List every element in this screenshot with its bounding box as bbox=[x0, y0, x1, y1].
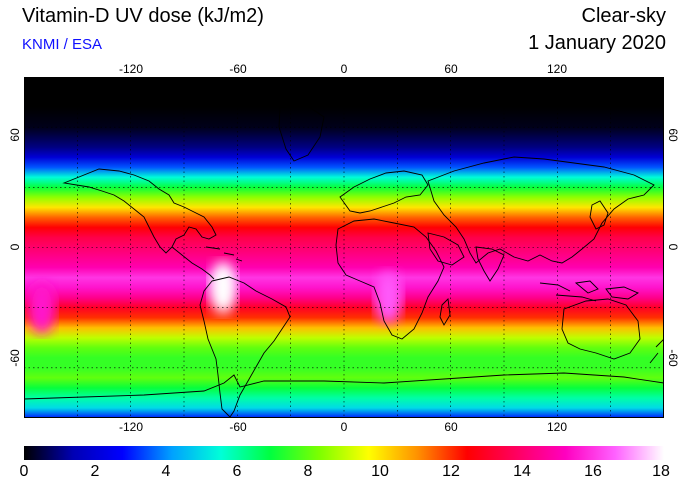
lat-tick-left: 60 bbox=[8, 128, 22, 142]
lon-tick-bottom: 60 bbox=[444, 420, 458, 434]
date-label: 1 January 2020 bbox=[528, 32, 666, 54]
lon-tick-top: -60 bbox=[229, 62, 247, 76]
lat-tick-right: 60 bbox=[666, 128, 680, 142]
lon-tick-top: 0 bbox=[340, 62, 348, 76]
coast-japan bbox=[589, 200, 609, 230]
coast-south-america bbox=[199, 276, 291, 418]
coast-arabia bbox=[427, 232, 465, 266]
coast-caribbean bbox=[205, 246, 243, 262]
coast-new-zealand bbox=[649, 338, 664, 364]
gridlines bbox=[24, 77, 664, 418]
lon-tick-bottom: 0 bbox=[340, 420, 348, 434]
sky-condition-label: Clear-sky bbox=[581, 5, 666, 27]
map-title: Vitamin-D UV dose (kJ/m2) bbox=[22, 5, 264, 27]
lon-tick-top: 120 bbox=[546, 62, 568, 76]
colorbar-label: 4 bbox=[161, 463, 171, 480]
colorbar-label: 2 bbox=[90, 463, 100, 480]
coast-india bbox=[475, 246, 505, 282]
colorbar-label: 8 bbox=[303, 463, 313, 480]
colorbar-label: 12 bbox=[442, 463, 460, 480]
hotspot bbox=[374, 271, 403, 324]
coast-new-guinea bbox=[605, 286, 639, 300]
lat-tick-right: 0 bbox=[666, 243, 680, 251]
lat-tick-right: -60 bbox=[666, 349, 680, 367]
coast-asia bbox=[427, 156, 655, 264]
lat-tick-left: 0 bbox=[8, 243, 22, 251]
coast-greenland bbox=[278, 104, 325, 162]
colorbar-label: 14 bbox=[513, 463, 531, 480]
colorbar bbox=[24, 446, 664, 460]
lon-tick-bottom: -120 bbox=[118, 420, 144, 434]
hotspot bbox=[209, 261, 238, 314]
coast-indonesia bbox=[539, 280, 599, 302]
coast-antarctica bbox=[24, 372, 664, 400]
lat-tick-left: -60 bbox=[8, 349, 22, 367]
coast-north-america bbox=[62, 168, 217, 254]
coast-australia bbox=[561, 298, 641, 360]
lon-tick-top: 60 bbox=[444, 62, 458, 76]
coast-africa bbox=[335, 218, 445, 340]
colorbar-fill bbox=[24, 446, 664, 460]
lon-tick-bottom: -60 bbox=[229, 420, 247, 434]
map-frame bbox=[24, 77, 664, 418]
lon-tick-bottom: 120 bbox=[546, 420, 568, 434]
hotspot bbox=[27, 281, 56, 334]
colorbar-label: 0 bbox=[19, 463, 29, 480]
credit-label: KNMI / ESA bbox=[22, 36, 103, 53]
coast-central-america bbox=[171, 246, 215, 280]
colorbar-label: 16 bbox=[584, 463, 602, 480]
colorbar-label: 18 bbox=[652, 463, 670, 480]
colorbar-label: 6 bbox=[232, 463, 242, 480]
coastlines bbox=[24, 104, 664, 418]
colorbar-label: 10 bbox=[371, 463, 389, 480]
lon-tick-top: -120 bbox=[118, 62, 144, 76]
coast-europe bbox=[339, 170, 429, 214]
uv-dose-map bbox=[24, 77, 664, 418]
coast-madagascar bbox=[439, 298, 451, 326]
